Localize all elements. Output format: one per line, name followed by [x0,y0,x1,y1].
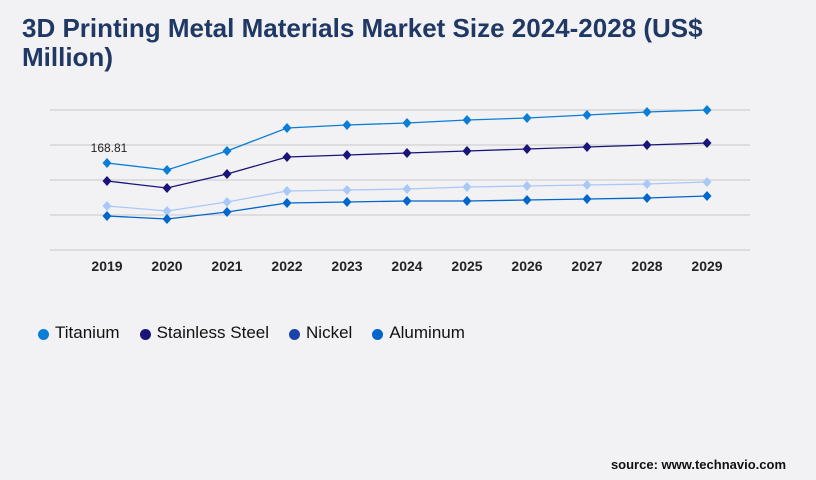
data-point [462,182,472,193]
legend-label: Nickel [306,323,353,342]
legend-item: Nickel [289,323,352,343]
x-tick-label: 2021 [211,258,242,274]
data-point [282,152,292,163]
legend-item: Aluminum [372,323,465,343]
legend-marker-icon [139,329,151,340]
data-point [702,105,712,115]
legend-label: Aluminum [389,323,465,342]
data-point [522,180,532,191]
data-point [702,190,712,201]
data-point [102,157,112,168]
data-point [102,210,112,221]
data-point [642,140,652,150]
data-point [582,180,592,190]
x-tick-label: 2020 [151,258,182,274]
x-tick-label: 2026 [511,258,542,274]
data-point [222,207,232,218]
x-tick-label: 2022 [271,258,302,274]
data-point [102,200,112,211]
x-tick-label: 2025 [451,258,482,274]
data-point [342,150,352,160]
data-point [702,177,712,188]
data-point [282,185,292,196]
data-point [162,182,172,193]
chart-title: 3D Printing Metal Materials Market Size … [22,13,703,72]
data-point [462,145,472,156]
data-point [342,120,352,130]
legend-marker-icon [289,329,301,340]
x-tick-label: 2029 [691,258,722,274]
data-point [222,169,232,180]
data-point [642,192,652,203]
data-point [402,117,412,128]
legend-item: Stainless Steel [139,323,270,343]
legend-item: Titanium [38,323,120,343]
legend-label: Titanium [55,323,120,342]
data-point [162,165,172,175]
data-point [282,197,292,208]
legend-marker-icon [372,329,384,340]
data-point [642,107,652,118]
legend: Titanium Stainless Steel Nickel Aluminum [38,323,465,343]
data-point [402,147,412,158]
data-point [522,195,532,205]
data-point [222,145,232,156]
data-point [342,185,352,195]
x-tick-label: 2023 [331,258,362,274]
x-tick-label: 2019 [91,258,122,274]
legend-label: Stainless Steel [156,323,270,342]
data-point [582,194,592,205]
data-point [522,112,532,123]
data-point [342,197,352,208]
data-point [522,143,532,154]
data-point [162,214,172,225]
data-point [462,115,472,125]
data-point [402,195,412,206]
data-point [702,137,712,148]
data-point [462,195,472,206]
data-label: 168.81 [91,141,128,155]
data-point [402,184,412,195]
data-point [102,176,112,187]
data-point [222,197,232,208]
data-point [582,110,592,120]
x-tick-label: 2027 [571,258,602,274]
legend-marker-icon [38,329,49,340]
data-point [642,179,652,190]
data-point [282,122,292,133]
source-note: source: www.technavio.com [610,457,786,472]
data-point [582,142,592,153]
data-point [162,205,172,216]
x-tick-label: 2024 [391,258,422,274]
x-tick-label: 2028 [631,258,662,274]
